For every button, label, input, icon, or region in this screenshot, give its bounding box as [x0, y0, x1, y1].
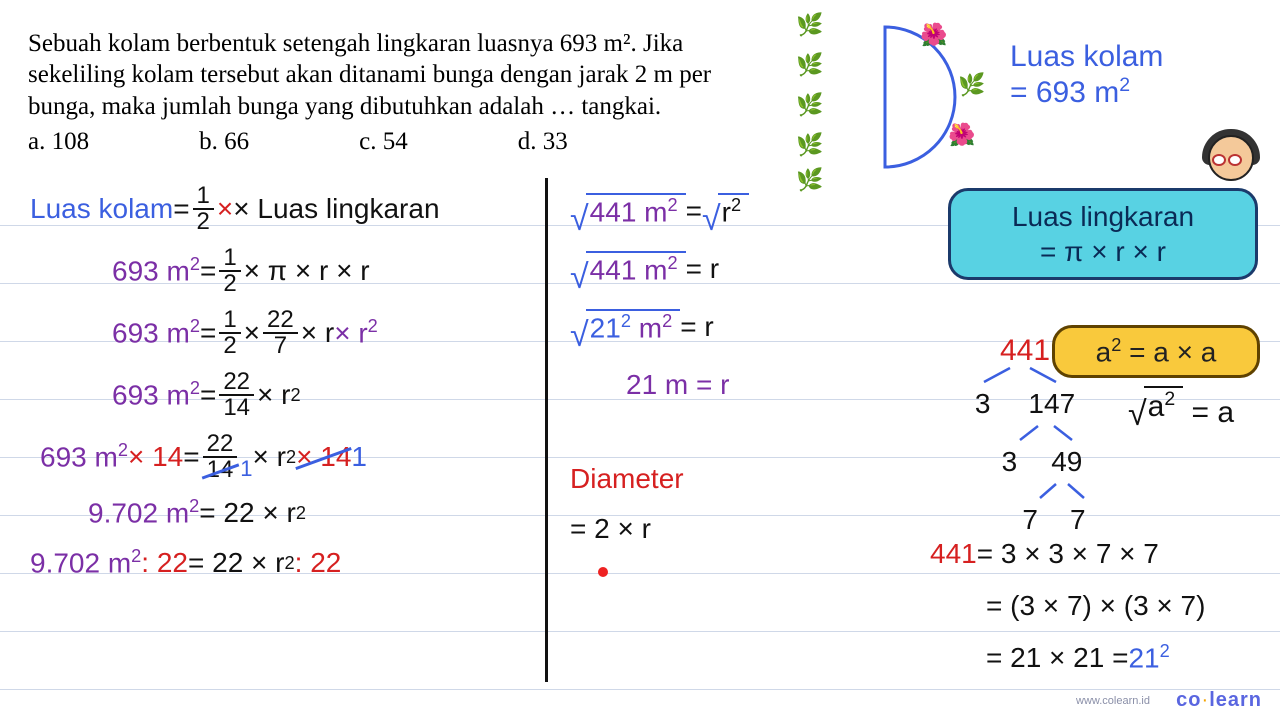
avatar-icon: [1200, 125, 1262, 187]
eq-row-1: Luas kolam = 12 × × Luas lingkaran: [30, 178, 540, 240]
vertical-divider: [545, 178, 548, 682]
sqrt-row-3: √212 m2 = r: [570, 298, 890, 356]
semicircle-diagram: 🌿 🌿 🌿 🌿 🌿 🌺 🌿 🌺: [790, 12, 990, 182]
work-column-left: Luas kolam = 12 × × Luas lingkaran 693 m…: [30, 178, 540, 588]
eq-row-3: 693 m2 = 12 × 227 × r × r2: [30, 302, 540, 364]
formula-box-circle-area: Luas lingkaran = π × r × r: [948, 188, 1258, 280]
eq-row-2: 693 m2 = 12 × π × r × r: [30, 240, 540, 302]
eq-row-7: 9.702 m2 : 22 = 22 × r2 : 22: [30, 538, 540, 588]
formula-line2: = π × r × r: [969, 234, 1237, 269]
eq-row-5: 693 m2 × 14 = 2214 1 × r2 × 14 1: [30, 426, 540, 488]
work-column-mid: √441 m2 = √r2 √441 m2 = r √212 m2 = r 21…: [570, 182, 890, 554]
eq-row-6: 9.702 m2 = 22 × r2: [30, 488, 540, 538]
site-url: www.colearn.id: [1076, 695, 1150, 707]
option-a: a. 108: [28, 128, 89, 156]
factor-line-1: 441 = 3 × 3 × 7 × 7: [930, 528, 1205, 580]
answer-options: a. 108 b. 66 c. 54 d. 33: [28, 128, 748, 156]
diameter-label: Diameter: [570, 454, 890, 504]
factor-line-2: = (3 × 7) × (3 × 7): [930, 580, 1205, 632]
formula-box-square: a2 = a × a: [1052, 325, 1260, 378]
option-b: b. 66: [199, 128, 249, 156]
kolam-label-line2: = 693 m2: [1010, 74, 1163, 110]
kolam-label-line1: Luas kolam: [1010, 40, 1163, 74]
eq-row-4: 693 m2 = 2214 × r2: [30, 364, 540, 426]
factorization-lines: 441 = 3 × 3 × 7 × 7 = (3 × 7) × (3 × 7) …: [930, 528, 1205, 684]
formula-line1: Luas lingkaran: [969, 199, 1237, 234]
factor-line-3: = 21 × 21 = 212: [930, 632, 1205, 684]
sqrt-row-1: √441 m2 = √r2: [570, 182, 890, 240]
sqrt-row-2: √441 m2 = r: [570, 240, 890, 298]
kolam-area-label: Luas kolam = 693 m2: [1010, 40, 1163, 110]
question-text: Sebuah kolam berbentuk setengah lingkara…: [28, 28, 748, 122]
option-c: c. 54: [359, 128, 408, 156]
brand-logo: co·learn: [1176, 689, 1262, 712]
sqrt-identity: √a2 = a: [1128, 386, 1234, 430]
diameter-expr: = 2 × r: [570, 504, 890, 554]
laser-pointer-icon: [598, 567, 608, 577]
option-d: d. 33: [518, 128, 568, 156]
sqrt-row-4: 21 m = r: [570, 356, 890, 414]
